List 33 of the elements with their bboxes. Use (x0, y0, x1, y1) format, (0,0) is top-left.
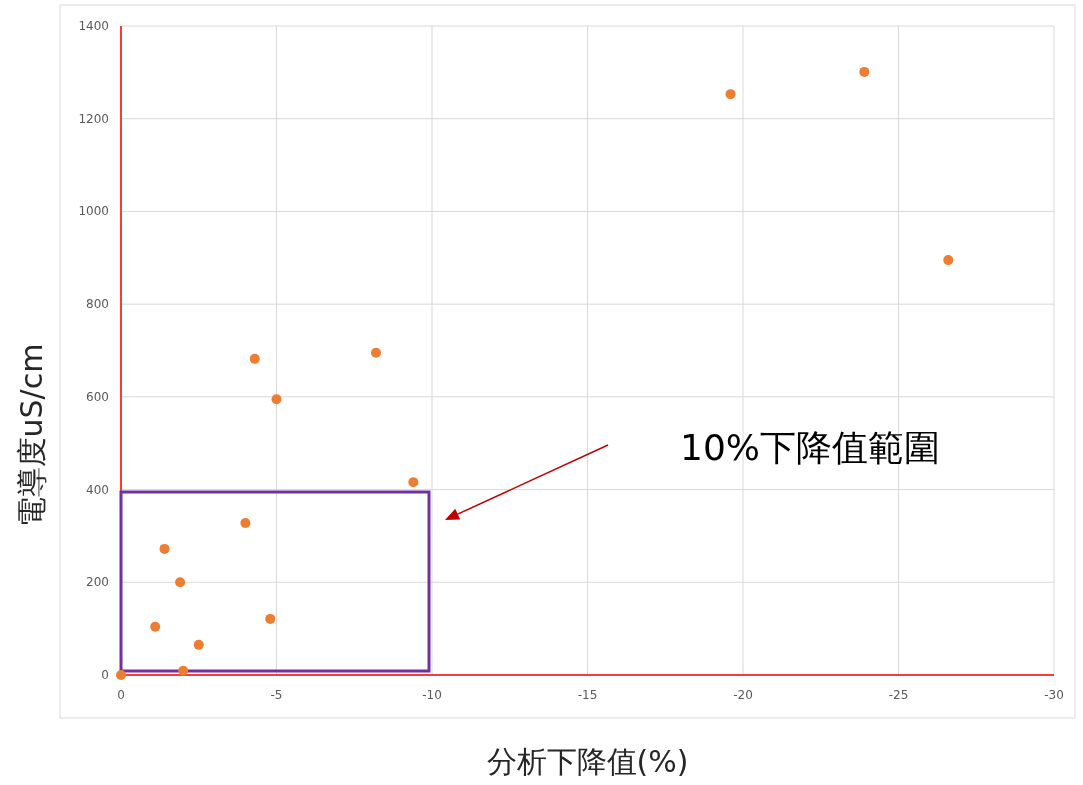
x-tick-label: -20 (733, 688, 753, 702)
point (240, 517, 251, 528)
x-tick-label: -10 (422, 688, 442, 702)
point (159, 543, 170, 554)
y-axis-title: 電導度uS/cm (14, 343, 49, 528)
x-tick-label: -5 (270, 688, 283, 702)
y-tick-label: 400 (86, 482, 109, 497)
y-tick-label: 200 (86, 575, 109, 590)
point (265, 613, 276, 624)
y-tick-label: 0 (101, 668, 109, 682)
point (271, 394, 282, 405)
x-tick-label: -25 (888, 688, 909, 702)
point (116, 670, 126, 680)
y-tick-label: 800 (86, 297, 109, 312)
x-tick-label: -30 (1044, 688, 1064, 702)
point (150, 621, 161, 632)
x-tick-label: -15 (577, 688, 598, 702)
annotation: 10%下降值範圍 (679, 427, 941, 468)
y-tick-label: 1400 (78, 19, 109, 33)
point (859, 66, 870, 77)
point (249, 353, 260, 364)
y-tick-label: 1000 (78, 204, 109, 219)
point (175, 577, 186, 588)
y-tick-label: 1200 (78, 111, 109, 126)
x-axis-title: 分析下降值(%) (486, 744, 689, 779)
point (371, 347, 382, 358)
point (725, 89, 736, 100)
point (408, 477, 419, 488)
x-tick-label: 0 (117, 688, 125, 702)
point (178, 665, 189, 676)
y-tick-label: 600 (86, 389, 109, 404)
point (193, 639, 204, 650)
point (943, 255, 954, 266)
